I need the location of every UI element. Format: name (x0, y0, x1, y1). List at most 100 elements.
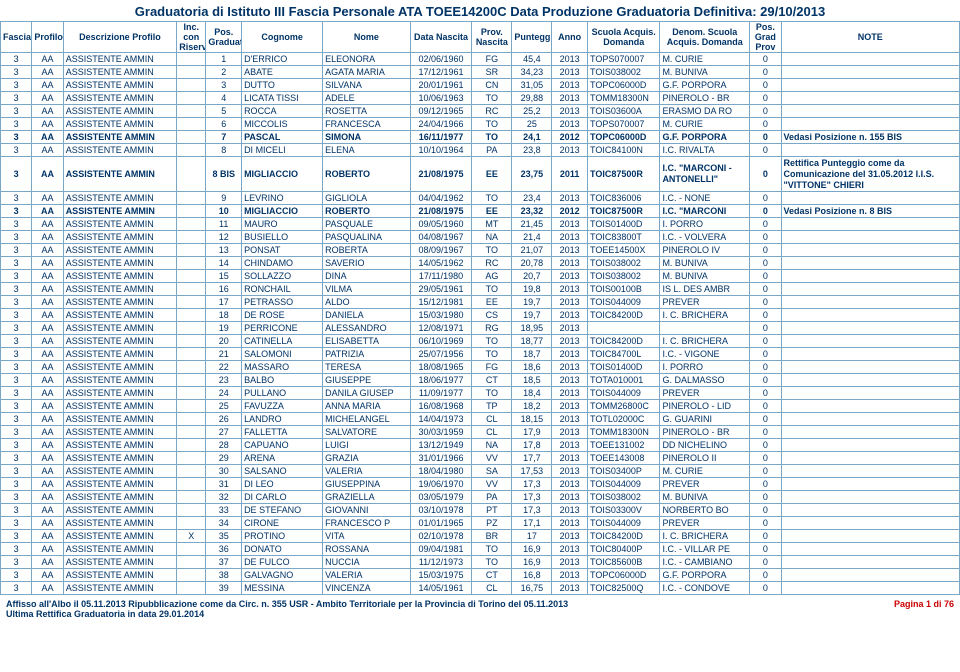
cell: 29/05/1961 (410, 283, 472, 296)
cell: TO (472, 348, 512, 361)
cell: 0 (750, 517, 781, 530)
cell: 29,88 (512, 92, 552, 105)
cell: 21 (206, 348, 242, 361)
cell: 2013 (552, 413, 588, 426)
cell: ASSISTENTE AMMIN (63, 400, 177, 413)
cell: 0 (750, 218, 781, 231)
cell: 2013 (552, 66, 588, 79)
cell: 0 (750, 478, 781, 491)
cell: 12 (206, 231, 242, 244)
cell: PASCAL (242, 131, 323, 144)
ranking-table: Fascia Profilo Descrizione Profilo Inc. … (0, 21, 960, 595)
table-row: 3AAASSISTENTE AMMIN19PERRICONEALESSANDRO… (1, 322, 960, 335)
footer-left: Affisso all'Albo il 05.11.2013 Ripubblic… (6, 599, 568, 619)
cell (781, 231, 959, 244)
cell: AA (32, 157, 63, 192)
cell: ASSISTENTE AMMIN (63, 79, 177, 92)
table-row: 3AAASSISTENTE AMMIN4LICATA TISSIADELE10/… (1, 92, 960, 105)
cell: PINEROLO IV (660, 244, 750, 257)
cell (781, 309, 959, 322)
cell: 14 (206, 257, 242, 270)
cell (781, 322, 959, 335)
cell (781, 543, 959, 556)
cell: 16 (206, 283, 242, 296)
cell: EE (472, 157, 512, 192)
cell: I.C. - VIGONE (660, 348, 750, 361)
cell: ELISABETTA (323, 335, 411, 348)
cell: I. PORRO (660, 361, 750, 374)
cell: 0 (750, 79, 781, 92)
cell: TOIS03300V (588, 504, 660, 517)
cell (781, 361, 959, 374)
cell: 17,3 (512, 504, 552, 517)
cell: TOIC83800T (588, 231, 660, 244)
cell: 2013 (552, 569, 588, 582)
cell (781, 270, 959, 283)
cell: 3 (1, 257, 32, 270)
cell (177, 387, 206, 400)
cell: I.C. - CAMBIANO (660, 556, 750, 569)
cell: ASSISTENTE AMMIN (63, 465, 177, 478)
cell: TOIC87500R (588, 157, 660, 192)
cell: 2013 (552, 335, 588, 348)
cell (177, 92, 206, 105)
table-row: 3AAASSISTENTE AMMIN6MICCOLISFRANCESCA24/… (1, 118, 960, 131)
cell: 17 (512, 530, 552, 543)
cell: FAVUZZA (242, 400, 323, 413)
cell: 8 (206, 144, 242, 157)
cell: Vedasi Posizione n. 155 BIS (781, 131, 959, 144)
cell: TOIC84200D (588, 335, 660, 348)
cell: TOIS044009 (588, 517, 660, 530)
cell: 21,45 (512, 218, 552, 231)
cell: 18,7 (512, 348, 552, 361)
cell: 3 (1, 157, 32, 192)
cell: TOIC836006 (588, 192, 660, 205)
cell: 0 (750, 192, 781, 205)
cell: 2013 (552, 452, 588, 465)
cell: 0 (750, 543, 781, 556)
cell (781, 66, 959, 79)
cell: 17,1 (512, 517, 552, 530)
table-row: 3AAASSISTENTE AMMIN8DI MICELIELENA10/10/… (1, 144, 960, 157)
cell: M. BUNIVA (660, 66, 750, 79)
cell: ASSISTENTE AMMIN (63, 105, 177, 118)
cell: 2012 (552, 205, 588, 218)
cell (781, 218, 959, 231)
cell: TOMM18300N (588, 92, 660, 105)
cell: I. C. BRICHERA (660, 530, 750, 543)
cell: 20,78 (512, 257, 552, 270)
cell (177, 144, 206, 157)
cell: ASSISTENTE AMMIN (63, 244, 177, 257)
cell: 17,8 (512, 439, 552, 452)
cell: 0 (750, 205, 781, 218)
cell: SAVERIO (323, 257, 411, 270)
cell: PREVER (660, 517, 750, 530)
cell: TO (472, 543, 512, 556)
cell: TOIS038002 (588, 491, 660, 504)
cell: I.C. - VOLVERA (660, 231, 750, 244)
cell: 3 (1, 478, 32, 491)
cell: DANIELA (323, 309, 411, 322)
cell: 23,4 (512, 192, 552, 205)
cell: M. BUNIVA (660, 491, 750, 504)
cell: SIMONA (323, 131, 411, 144)
cell: TOIS038002 (588, 66, 660, 79)
cell (781, 348, 959, 361)
cell: VALERIA (323, 465, 411, 478)
cell: TOIC80400P (588, 543, 660, 556)
cell: MESSINA (242, 582, 323, 595)
cell: RG (472, 322, 512, 335)
cell: LICATA TISSI (242, 92, 323, 105)
cell: 11/09/1977 (410, 387, 472, 400)
cell: 0 (750, 105, 781, 118)
cell: DANILA GIUSEP (323, 387, 411, 400)
cell: 2013 (552, 556, 588, 569)
cell: TOIS03400P (588, 465, 660, 478)
cell (177, 105, 206, 118)
cell: SOLLAZZO (242, 270, 323, 283)
cell: 3 (206, 79, 242, 92)
table-row: 3AAASSISTENTE AMMIN38GALVAGNOVALERIA15/0… (1, 569, 960, 582)
cell: CATINELLA (242, 335, 323, 348)
cell: ASSISTENTE AMMIN (63, 131, 177, 144)
cell: 3 (1, 322, 32, 335)
